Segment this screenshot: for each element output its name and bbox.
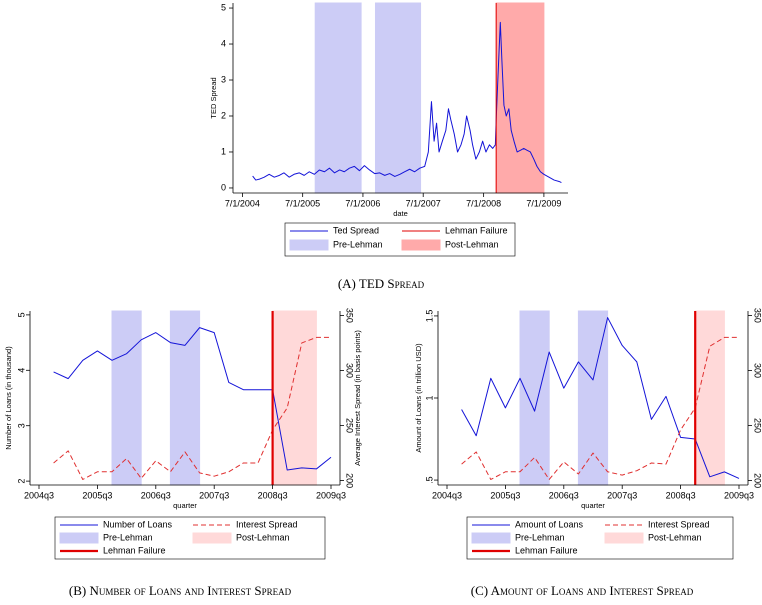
legend-label: Post-Lehman <box>445 239 499 249</box>
x-tick-label: 2006q3 <box>549 490 579 500</box>
legend-label: Post-Lehman <box>236 532 290 542</box>
legend-label: Lehman Failure <box>445 225 508 235</box>
x-tick-label: 2008q3 <box>666 490 696 500</box>
shaded-period <box>111 310 142 486</box>
y-tick-label: 3 <box>16 423 26 428</box>
legend-label: Amount of Loans <box>515 519 584 529</box>
series-line <box>461 336 739 480</box>
y-axis-label: Number of Loans (in thousand) <box>4 346 13 450</box>
x-tick-label: 2004q3 <box>24 490 54 500</box>
shaded-period <box>169 310 201 486</box>
shaded-period <box>272 310 317 486</box>
legend-label: Pre-Lehman <box>515 532 565 542</box>
x-tick-label: 7/1/2007 <box>406 198 441 208</box>
y-tick-label: 1 <box>221 146 226 156</box>
x-tick-label: 7/1/2005 <box>285 198 320 208</box>
x-tick-label: 2007q3 <box>607 490 637 500</box>
legend-label: Lehman Failure <box>515 545 578 555</box>
legend-swatch <box>59 532 99 544</box>
series-line <box>461 317 740 479</box>
y2-tick-label: 250 <box>753 418 762 433</box>
x-tick-label: 2006q3 <box>141 490 171 500</box>
y2-tick-label: 200 <box>753 473 762 488</box>
x-tick-label: 2004q3 <box>432 490 462 500</box>
caption: (C) Amount of Loans and Interest Spread <box>471 583 694 598</box>
legend-label: Number of Loans <box>103 519 173 529</box>
y-tick-label: 4 <box>221 38 226 48</box>
x-tick-label: 2009q3 <box>724 490 754 500</box>
y-tick-label: 1.5 <box>424 310 434 323</box>
x-axis-label: quarter <box>173 501 197 510</box>
caption: (A) TED Spread <box>338 276 425 291</box>
legend-swatch <box>604 532 644 544</box>
y2-tick-label: 350 <box>345 308 355 323</box>
chart: 2 3 4 5 200 250 300 350 2004q3 2005q3 2006q3 2007q3… <box>4 308 362 598</box>
y-tick-label: 3 <box>221 74 226 84</box>
shaded-period <box>314 2 362 194</box>
series-line <box>53 336 331 480</box>
x-tick-label: 7/1/2006 <box>345 198 380 208</box>
x-axis-label: quarter <box>581 501 605 510</box>
y2-tick-label: 300 <box>345 363 355 378</box>
legend-swatch <box>471 532 511 544</box>
chart: .5 1 1.5 200 250 300 350 2004q3 2005q3 2006q3 2007… <box>414 308 762 598</box>
legend-label: Lehman Failure <box>103 545 166 555</box>
x-tick-label: 2009q3 <box>316 490 346 500</box>
shaded-period <box>519 310 550 486</box>
x-tick-label: 2005q3 <box>490 490 520 500</box>
x-tick-label: 7/1/2008 <box>466 198 501 208</box>
legend-box <box>466 516 734 560</box>
legend-box <box>54 516 326 560</box>
y2-tick-label: 200 <box>345 473 355 488</box>
legend-label: Interest Spread <box>236 519 298 529</box>
shaded-period <box>694 310 725 486</box>
x-tick-label: 7/1/2009 <box>526 198 561 208</box>
legend-label: Post-Lehman <box>648 532 702 542</box>
series-line <box>252 21 562 184</box>
legend-label: Interest Spread <box>648 519 710 529</box>
y-tick-label: 2 <box>16 479 26 484</box>
y2-tick-label: 300 <box>753 363 762 378</box>
x-tick-label: 2007q3 <box>199 490 229 500</box>
series-line <box>53 327 332 471</box>
x-tick-label: 2005q3 <box>82 490 112 500</box>
shaded-period <box>495 2 545 194</box>
shaded-period <box>374 2 422 194</box>
x-tick-label: 7/1/2004 <box>225 198 260 208</box>
y-tick-label: 0 <box>221 182 226 192</box>
legend-label: Ted Spread <box>333 225 379 235</box>
y-axis-label: Amount of Loans (in trillion USD) <box>414 343 423 453</box>
y-tick-label: 5 <box>221 2 226 12</box>
legend-label: Pre-Lehman <box>103 532 153 542</box>
y-tick-label: .5 <box>424 476 434 484</box>
legend-label: Pre-Lehman <box>333 239 383 249</box>
y2-tick-label: 250 <box>345 418 355 433</box>
y2-axis-label: Average Interest Spread (in basis points… <box>353 330 362 466</box>
legend-swatch <box>192 532 232 544</box>
y-tick-label: 4 <box>16 368 26 373</box>
x-tick-label: 2008q3 <box>258 490 288 500</box>
y-axis-label: TED Spread <box>209 77 218 118</box>
y-tick-label: 1 <box>424 395 434 400</box>
chart: 0 1 2 3 4 5 7/1/2004 7/1/2005 7/1/2006 7/1/2007 7/… <box>209 2 568 291</box>
x-axis-label: date <box>393 209 408 218</box>
y2-tick-label: 350 <box>753 308 762 323</box>
caption: (B) Number of Loans and Interest Spread <box>69 583 292 598</box>
y-tick-label: 2 <box>221 110 226 120</box>
legend-swatch <box>401 239 441 251</box>
legend-swatch <box>289 239 329 251</box>
y-tick-label: 5 <box>16 312 26 317</box>
